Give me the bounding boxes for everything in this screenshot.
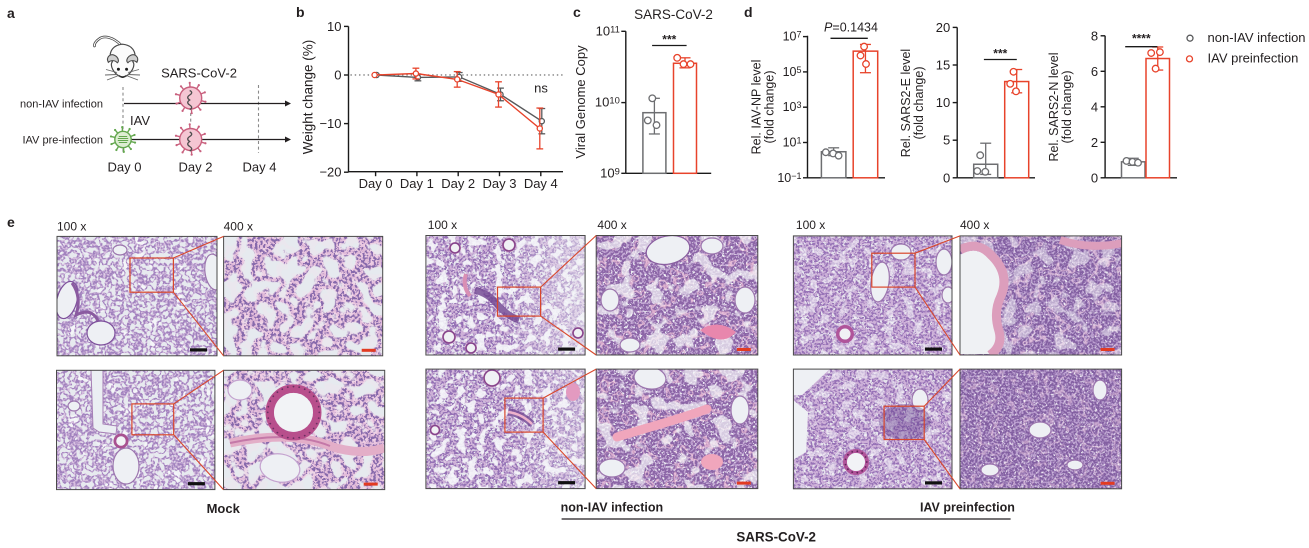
svg-text:Day 0: Day 0 — [359, 176, 393, 191]
svg-text:400 x: 400 x — [224, 220, 253, 234]
svg-text:Day 4: Day 4 — [524, 176, 558, 191]
svg-text:(fold change): (fold change) — [1060, 71, 1074, 144]
svg-text:IAV pre-infection: IAV pre-infection — [22, 135, 103, 147]
svg-text:Day 2: Day 2 — [441, 176, 475, 191]
svg-text:IAV: IAV — [130, 113, 150, 128]
svg-text:0: 0 — [334, 68, 341, 83]
svg-text:SARS-CoV-2: SARS-CoV-2 — [634, 7, 713, 22]
svg-text:ns: ns — [534, 81, 548, 96]
svg-text:Weight change (%): Weight change (%) — [301, 40, 316, 155]
svg-text:IAV preinfection: IAV preinfection — [920, 501, 1015, 515]
svg-text:(fold change): (fold change) — [912, 67, 926, 140]
svg-text:Day 3: Day 3 — [483, 176, 517, 191]
svg-text:non-IAV infection: non-IAV infection — [20, 99, 103, 111]
svg-text:Day 1: Day 1 — [400, 176, 434, 191]
svg-text:15: 15 — [936, 58, 950, 73]
svg-text:0: 0 — [1091, 170, 1098, 185]
svg-text:−20: −20 — [319, 165, 341, 180]
svg-text:a: a — [7, 5, 15, 21]
svg-text:Mock: Mock — [207, 501, 241, 516]
svg-text:SARS-CoV-2: SARS-CoV-2 — [736, 530, 816, 545]
svg-text:***: *** — [662, 33, 676, 47]
svg-text:10: 10 — [936, 95, 950, 110]
svg-text:IAV preinfection: IAV preinfection — [1208, 51, 1299, 66]
svg-text:100 x: 100 x — [428, 218, 457, 232]
svg-text:400 x: 400 x — [960, 218, 989, 232]
svg-text:6: 6 — [1091, 64, 1098, 79]
svg-text:e: e — [7, 214, 15, 230]
svg-text:Viral Genome Copy: Viral Genome Copy — [573, 45, 588, 159]
svg-text:20: 20 — [936, 20, 950, 35]
svg-text:10: 10 — [327, 19, 341, 34]
svg-text:4: 4 — [1091, 99, 1098, 114]
svg-text:Day 0: Day 0 — [108, 160, 142, 175]
svg-text:400 x: 400 x — [597, 218, 626, 232]
svg-text:Day 2: Day 2 — [179, 160, 213, 175]
svg-text:Day 4: Day 4 — [243, 160, 277, 175]
svg-text:Rel. SARS2-N level: Rel. SARS2-N level — [1047, 52, 1061, 161]
svg-text:0: 0 — [943, 170, 950, 185]
svg-text:***: *** — [993, 47, 1007, 61]
svg-text:100 x: 100 x — [57, 220, 86, 234]
svg-text:P=0.1434: P=0.1434 — [824, 21, 878, 35]
svg-text:non-IAV infection: non-IAV infection — [1208, 30, 1306, 45]
svg-text:Rel. IAV-NP level: Rel. IAV-NP level — [750, 60, 764, 155]
svg-text:5: 5 — [943, 133, 950, 148]
svg-text:2: 2 — [1091, 135, 1098, 150]
svg-text:(fold change): (fold change) — [763, 71, 777, 144]
svg-text:b: b — [296, 4, 305, 20]
svg-text:SARS-CoV-2: SARS-CoV-2 — [161, 66, 237, 81]
svg-text:8: 8 — [1091, 28, 1098, 43]
svg-text:−10: −10 — [319, 116, 341, 131]
svg-text:d: d — [744, 4, 753, 20]
svg-text:100 x: 100 x — [796, 218, 825, 232]
svg-text:non-IAV infection: non-IAV infection — [561, 501, 664, 515]
svg-text:****: **** — [1132, 32, 1151, 46]
svg-text:Rel. SARS2-E level: Rel. SARS2-E level — [899, 49, 913, 157]
svg-text:c: c — [573, 4, 581, 20]
